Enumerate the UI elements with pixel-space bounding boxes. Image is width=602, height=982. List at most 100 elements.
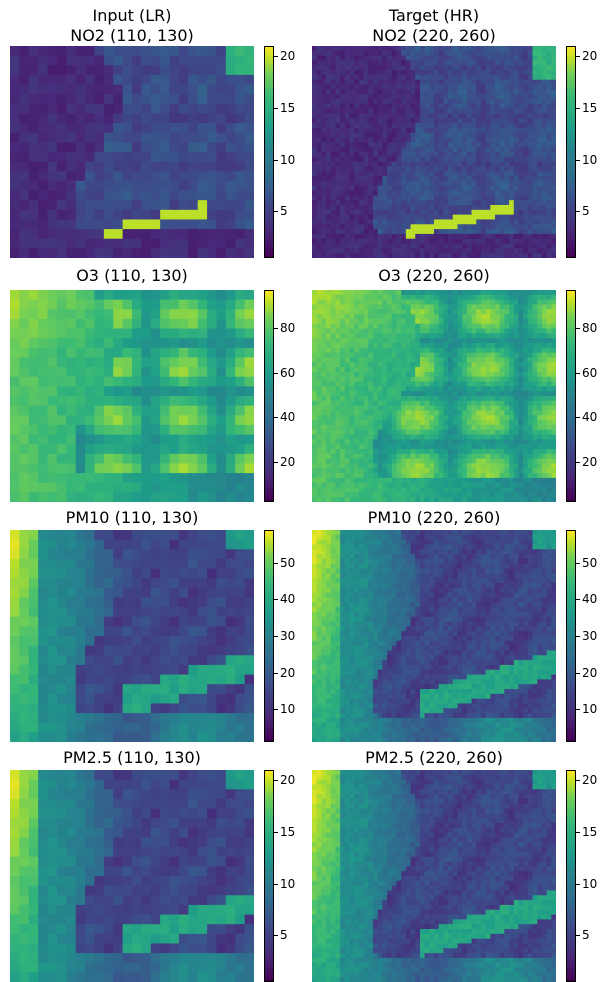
heatmap-cell [528, 425, 533, 430]
heatmap-cell [359, 396, 364, 401]
heatmap-cell [312, 338, 317, 343]
heatmap-cell [335, 329, 340, 334]
heatmap-cell [141, 329, 151, 339]
heatmap-cell [132, 357, 142, 367]
heatmap-cell [462, 386, 467, 391]
heatmap-cell [354, 89, 359, 94]
heatmap-cell [10, 329, 20, 339]
heatmap-cell [396, 113, 401, 118]
heatmap-cell [542, 401, 547, 406]
heatmap-cell [401, 391, 406, 396]
heatmap-cell [326, 89, 331, 94]
heatmap-cell [476, 382, 481, 387]
heatmap-cell [472, 406, 477, 411]
heatmap-cell [350, 234, 355, 239]
heatmap-cell [207, 46, 217, 56]
heatmap-cell [457, 401, 462, 406]
heatmap-cell [373, 309, 378, 314]
heatmap-cell [500, 147, 505, 152]
heatmap-cell [406, 333, 411, 338]
heatmap-cell [57, 319, 67, 329]
heatmap-cell [495, 290, 500, 295]
heatmap-cell [132, 94, 142, 104]
heatmap-cell [462, 343, 467, 348]
heatmap-cell [364, 181, 369, 186]
panel-title: NO2 (220, 260) [312, 26, 556, 46]
heatmap-cell [547, 329, 552, 334]
heatmap-cell [350, 210, 355, 215]
heatmap-cell [235, 435, 245, 445]
heatmap-cell [160, 123, 170, 133]
heatmap-cell [462, 147, 467, 152]
heatmap-cell [537, 133, 542, 138]
heatmap-cell [179, 56, 189, 66]
heatmap-cell [179, 191, 189, 201]
heatmap-cell [104, 483, 114, 493]
heatmap-cell [378, 142, 383, 147]
heatmap-cell [207, 406, 217, 416]
heatmap-panel [312, 290, 556, 502]
heatmap-cell [335, 56, 340, 61]
heatmap-cell [533, 147, 538, 152]
heatmap-cell [160, 396, 170, 406]
heatmap-cell [321, 401, 326, 406]
heatmap-cell [490, 147, 495, 152]
heatmap-cell [132, 191, 142, 201]
heatmap-cell [401, 56, 406, 61]
heatmap-cell [396, 118, 401, 123]
heatmap-cell [457, 229, 462, 234]
heatmap-cell [331, 166, 336, 171]
heatmap-cell [486, 46, 491, 51]
heatmap-cell [528, 348, 533, 353]
heatmap-cell [495, 253, 500, 258]
heatmap-cell [420, 295, 425, 300]
heatmap-cell [453, 304, 458, 309]
heatmap-cell [382, 333, 387, 338]
heatmap-cell [528, 113, 533, 118]
heatmap-cell [504, 181, 509, 186]
heatmap-cell [19, 357, 29, 367]
heatmap-cell [467, 386, 472, 391]
heatmap-cell [350, 338, 355, 343]
heatmap-cell [132, 367, 142, 377]
heatmap-cell [378, 133, 383, 138]
heatmap-cell [378, 224, 383, 229]
heatmap-cell [533, 200, 538, 205]
heatmap-cell [38, 104, 48, 114]
heatmap-cell [368, 357, 373, 362]
heatmap-cell [486, 75, 491, 80]
heatmap-cell [85, 239, 95, 249]
heatmap-cell [425, 113, 430, 118]
heatmap-cell [495, 391, 500, 396]
heatmap-cell [509, 415, 514, 420]
heatmap-cell [551, 295, 556, 300]
heatmap-cell [537, 113, 542, 118]
heatmap-cell [312, 333, 317, 338]
heatmap-cell [472, 415, 477, 420]
heatmap-cell [364, 80, 369, 85]
heatmap-cell [48, 94, 58, 104]
heatmap-cell [476, 80, 481, 85]
heatmap-cell [528, 295, 533, 300]
heatmap-cell [476, 46, 481, 51]
heatmap-cell [528, 367, 533, 372]
heatmap-cell [518, 46, 523, 51]
heatmap-cell [245, 191, 254, 201]
heatmap-cell [434, 300, 439, 305]
heatmap-cell [425, 104, 430, 109]
heatmap-cell [457, 46, 462, 51]
heatmap-cell [490, 234, 495, 239]
heatmap-cell [235, 357, 245, 367]
heatmap-cell [514, 56, 519, 61]
heatmap-cell [434, 215, 439, 220]
heatmap-cell [335, 348, 340, 353]
heatmap-cell [528, 224, 533, 229]
heatmap-cell [317, 142, 322, 147]
heatmap-cell [359, 80, 364, 85]
heatmap-cell [462, 104, 467, 109]
heatmap-cell [472, 166, 477, 171]
heatmap-cell [500, 133, 505, 138]
heatmap-cell [382, 234, 387, 239]
heatmap-cell [354, 205, 359, 210]
heatmap-cell [509, 128, 514, 133]
